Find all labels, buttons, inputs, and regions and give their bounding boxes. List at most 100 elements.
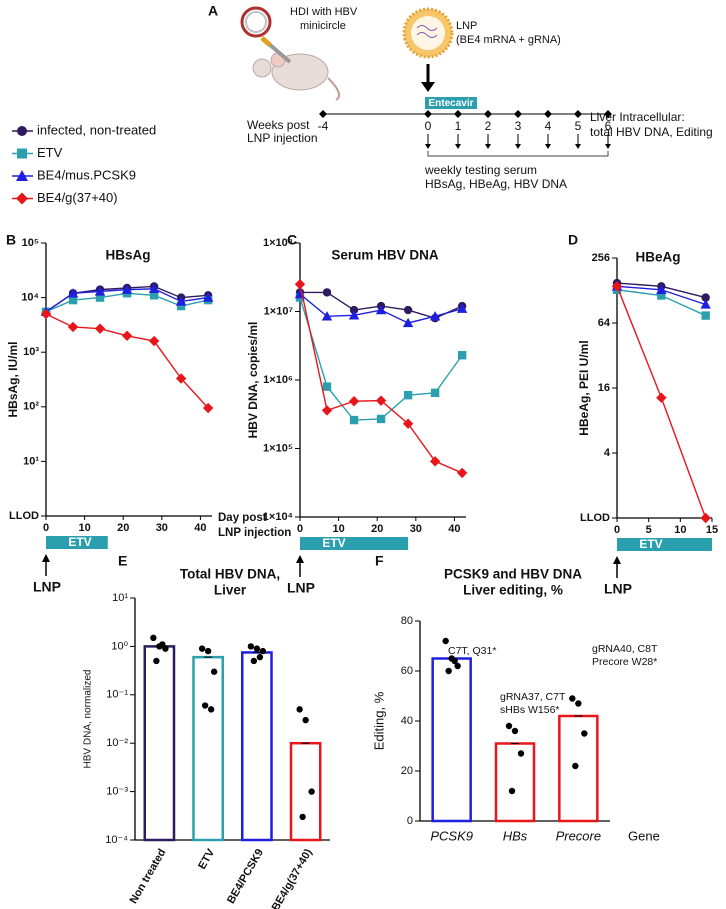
y-tick-label: 10⁻³ xyxy=(106,786,128,798)
week-label: 6 xyxy=(605,119,612,133)
bar xyxy=(494,742,536,823)
week-diamond xyxy=(454,110,462,118)
x-axis-label: LNP injection xyxy=(218,527,291,539)
y-axis-label: HBV DNA, normalized xyxy=(83,670,94,769)
x-tick-label: 0 xyxy=(43,522,49,534)
x-tick-label: ETV xyxy=(196,846,217,871)
lnp-label: LNP xyxy=(456,20,477,32)
legend-marker xyxy=(17,148,27,159)
data-point xyxy=(94,286,106,296)
data-point xyxy=(322,288,332,297)
data-point xyxy=(121,330,133,341)
x-tick-label: 30 xyxy=(156,522,168,534)
dose-label: LNP xyxy=(33,579,61,595)
lnp-icon xyxy=(402,7,454,59)
week-diamond xyxy=(424,110,432,118)
hdi-label: minicircle xyxy=(300,20,346,32)
x-tick-label: BE4/g(37+40) xyxy=(270,847,315,909)
y-tick-label: LLOD xyxy=(580,512,610,524)
x-tick-label: Non treated xyxy=(128,847,169,906)
legend-label: BE4/g(37+40) xyxy=(37,190,118,205)
dose-arrow-head xyxy=(42,554,50,562)
legend-label: ETV xyxy=(37,145,63,160)
chart-title: Serum HBV DNA xyxy=(331,248,439,263)
data-point xyxy=(210,668,218,675)
y-tick-label: 1×10⁶ xyxy=(263,374,293,386)
data-point xyxy=(430,388,440,398)
x-tick-label: 10 xyxy=(674,524,686,536)
data-point xyxy=(508,787,516,795)
test-arrow-head xyxy=(485,144,491,149)
data-point xyxy=(201,702,209,709)
treatment-bar xyxy=(300,537,409,550)
y-tick-label: 20 xyxy=(401,765,413,777)
data-point xyxy=(259,647,267,655)
x-tick-label: PCSK9 xyxy=(430,828,473,843)
data-point xyxy=(67,321,79,333)
mouse-icon xyxy=(240,6,341,101)
y-tick-label: 10³ xyxy=(23,346,39,358)
annotation: gRNA40, C8T xyxy=(592,643,658,655)
chart-panel: D HBeAg HBeAg, PEI U/ml LLOD 4 16 64 256 0 5 10 15 E… xyxy=(568,232,718,597)
y-tick-label: 64 xyxy=(598,317,611,329)
data-point xyxy=(402,418,414,429)
data-point xyxy=(299,813,306,821)
y-axis-label: HBV DNA, copies/ml xyxy=(246,322,260,439)
x-tick-label: 5 xyxy=(646,524,652,536)
treatment-bar xyxy=(617,538,712,551)
x-tick-label: Precore xyxy=(556,828,602,843)
y-tick-label: 10⁻⁴ xyxy=(105,834,128,846)
data-point xyxy=(429,311,441,321)
y-tick-label: 10⁻² xyxy=(106,737,128,749)
data-point xyxy=(148,283,160,293)
week-diamond xyxy=(604,110,612,118)
data-point xyxy=(250,657,258,665)
data-point xyxy=(700,299,711,309)
data-point xyxy=(40,308,52,320)
chart-panel: B HBsAg HBsAg, IU/ml LLOD 10¹ 10² 10³ 10⁴ 10⁵ 0 10… xyxy=(6,232,291,595)
data-point xyxy=(202,292,214,302)
chart-title: HBeAg xyxy=(635,250,680,265)
data-point xyxy=(442,637,449,645)
data-point xyxy=(403,305,413,315)
week-diamond xyxy=(544,110,552,118)
y-tick-label: 10⁴ xyxy=(21,292,39,304)
y-axis-label: HBsAg, IU/ml xyxy=(6,341,20,417)
data-point xyxy=(701,311,710,320)
timeline-label: Weeks post xyxy=(247,118,310,132)
y-tick-label: LLOD xyxy=(9,510,39,522)
data-point xyxy=(456,303,468,313)
data-point xyxy=(296,706,303,713)
data-point xyxy=(68,295,78,305)
x-tick-label: 0 xyxy=(297,523,303,535)
annotation: sHBs W156* xyxy=(500,704,560,716)
data-point xyxy=(572,762,579,770)
week-label: -4 xyxy=(318,119,329,133)
data-point xyxy=(159,641,166,648)
data-point xyxy=(302,716,309,724)
annotation: C7T, Q31* xyxy=(448,645,496,657)
x-tick-label: 10 xyxy=(78,522,90,534)
data-point xyxy=(611,281,623,292)
y-tick-label: 4 xyxy=(604,447,611,459)
data-point xyxy=(429,456,441,467)
data-point xyxy=(656,392,667,403)
data-point xyxy=(581,730,588,737)
x-tick-label: 20 xyxy=(117,522,129,534)
x-axis-label: Day post xyxy=(218,512,267,524)
endpoint-label: total HBV DNA, Editing xyxy=(590,125,713,139)
treatment-label: ETV xyxy=(639,537,662,551)
x-tick-label: 40 xyxy=(194,522,206,534)
y-tick-label: 60 xyxy=(401,665,413,677)
bar xyxy=(558,714,599,823)
y-tick-label: 40 xyxy=(401,715,413,727)
week-diamond xyxy=(574,110,582,118)
data-point xyxy=(294,279,306,290)
data-point xyxy=(202,402,214,414)
week-label: 5 xyxy=(575,119,582,133)
data-point xyxy=(95,293,105,302)
legend-label: infected, non-treated xyxy=(37,122,156,137)
y-tick-label: 1×10⁴ xyxy=(263,511,293,523)
bar xyxy=(143,645,176,842)
test-arrow-head xyxy=(425,144,431,149)
